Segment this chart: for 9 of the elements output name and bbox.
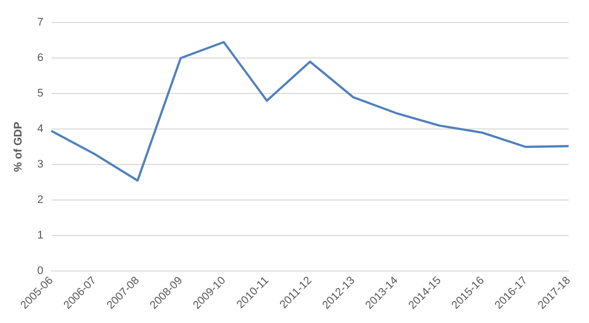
y-tick-label: 2 [37,194,44,206]
y-tick-label: 0 [37,265,44,278]
y-tick-label: 4 [37,123,44,136]
y-tick-label: 1 [37,230,44,242]
y-tick-label: 6 [37,52,44,64]
y-tick-label: 5 [37,88,44,100]
y-tick-label: 7 [37,16,44,29]
y-tick-label: 3 [37,158,44,171]
y-axis-title: % of GDP [12,122,25,172]
